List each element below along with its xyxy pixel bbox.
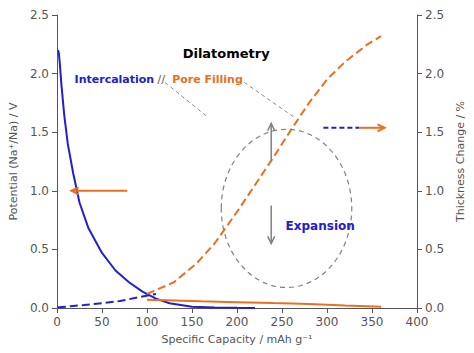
svg-text:Pore Filling: Pore Filling	[172, 73, 243, 86]
svg-text:2.5: 2.5	[30, 8, 49, 22]
svg-text://: //	[157, 73, 166, 86]
svg-text:0.0: 0.0	[30, 301, 49, 315]
svg-text:Potential (Na⁺/Na) / V: Potential (Na⁺/Na) / V	[7, 102, 20, 220]
svg-text:1.5: 1.5	[425, 125, 444, 139]
svg-text:400: 400	[406, 315, 429, 329]
svg-text:2.0: 2.0	[425, 67, 444, 81]
svg-text:0.0: 0.0	[425, 301, 444, 315]
svg-text:Specific Capacity / mAh g⁻¹: Specific Capacity / mAh g⁻¹	[162, 333, 313, 346]
svg-text:0.5: 0.5	[30, 242, 49, 256]
svg-text:2.0: 2.0	[30, 67, 49, 81]
svg-text:Thickness Change / %: Thickness Change / %	[454, 101, 467, 223]
svg-text:2.5: 2.5	[425, 8, 444, 22]
svg-text:1.5: 1.5	[30, 125, 49, 139]
svg-text:100: 100	[136, 315, 159, 329]
svg-text:1.0: 1.0	[30, 184, 49, 198]
svg-text:0: 0	[53, 315, 61, 329]
svg-text:Intercalation: Intercalation	[75, 73, 155, 86]
svg-text:350: 350	[361, 315, 384, 329]
svg-text:0.5: 0.5	[425, 242, 444, 256]
svg-text:300: 300	[316, 315, 339, 329]
svg-text:Dilatometry: Dilatometry	[183, 46, 271, 61]
svg-text:200: 200	[226, 315, 249, 329]
svg-text:250: 250	[271, 315, 294, 329]
svg-text:50: 50	[94, 315, 109, 329]
svg-text:1.0: 1.0	[425, 184, 444, 198]
svg-text:Expansion: Expansion	[286, 219, 355, 233]
svg-text:150: 150	[181, 315, 204, 329]
